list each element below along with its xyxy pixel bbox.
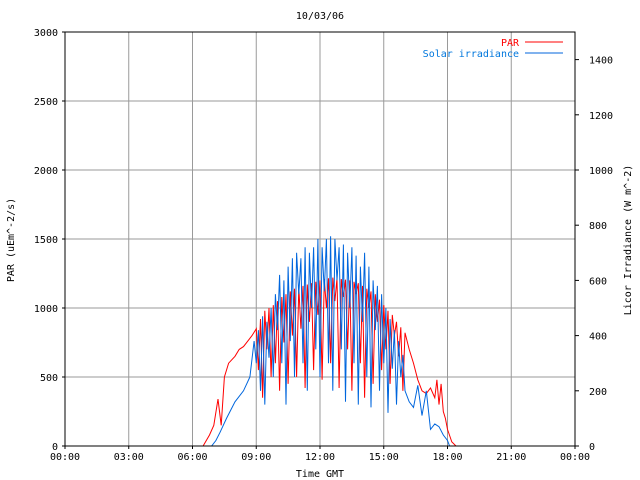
y-right-tick-label: 400 <box>589 332 607 343</box>
x-tick-label: 12:00 <box>305 452 335 463</box>
y-left-tick-label: 3000 <box>34 28 58 39</box>
plot-frame <box>64 31 576 447</box>
y-right-tick-label: 1400 <box>589 56 613 67</box>
x-tick-labels: 00:00 03:00 06:00 09:00 12:00 15:00 18:00 21:00… <box>50 452 590 463</box>
series-layer <box>65 236 575 447</box>
y-right-tick-label: 0 <box>589 442 595 453</box>
y-left-axis-label: PAR (uEm^-2/s) <box>6 198 17 282</box>
y-right-tick-labels: 0 200 400 600 800 1000 1200 1400 <box>589 56 613 453</box>
x-tick-label: 00:00 <box>50 452 80 463</box>
legend-label-solar-irradiance: Solar irradiance <box>423 49 519 60</box>
x-tick-label: 15:00 <box>369 452 399 463</box>
x-tick-label: 09:00 <box>241 452 271 463</box>
y-left-tick-label: 500 <box>40 373 58 384</box>
x-tick-label: 18:00 <box>432 452 462 463</box>
series-solar-irradiance-line <box>65 236 575 447</box>
y-left-tick-label: 2000 <box>34 166 58 177</box>
y-left-tick-label: 0 <box>52 442 58 453</box>
y-left-tick-labels: 0 500 1000 1500 2000 2500 3000 <box>34 28 58 453</box>
y-right-tick-label: 1000 <box>589 166 613 177</box>
legend: PAR Solar irradiance <box>423 38 563 60</box>
y-left-tick-label: 1000 <box>34 304 58 315</box>
x-tick-label: 00:00 <box>560 452 590 463</box>
y-right-tick-label: 200 <box>589 387 607 398</box>
y-left-tick-label: 1500 <box>34 235 58 246</box>
y-right-tick-label: 1200 <box>589 111 613 122</box>
x-axis-label: Time GMT <box>296 469 344 480</box>
y-right-axis-label: Licor Irradiance (W m^-2) <box>623 165 634 316</box>
y-right-tick-label: 800 <box>589 221 607 232</box>
y-left-tick-label: 2500 <box>34 97 58 108</box>
y-right-tick-label: 600 <box>589 276 607 287</box>
x-tick-label: 06:00 <box>177 452 207 463</box>
legend-label-par: PAR <box>501 38 520 49</box>
x-tick-label: 21:00 <box>496 452 526 463</box>
chart-title: 10/03/06 <box>296 11 344 22</box>
x-tick-label: 03:00 <box>114 452 144 463</box>
